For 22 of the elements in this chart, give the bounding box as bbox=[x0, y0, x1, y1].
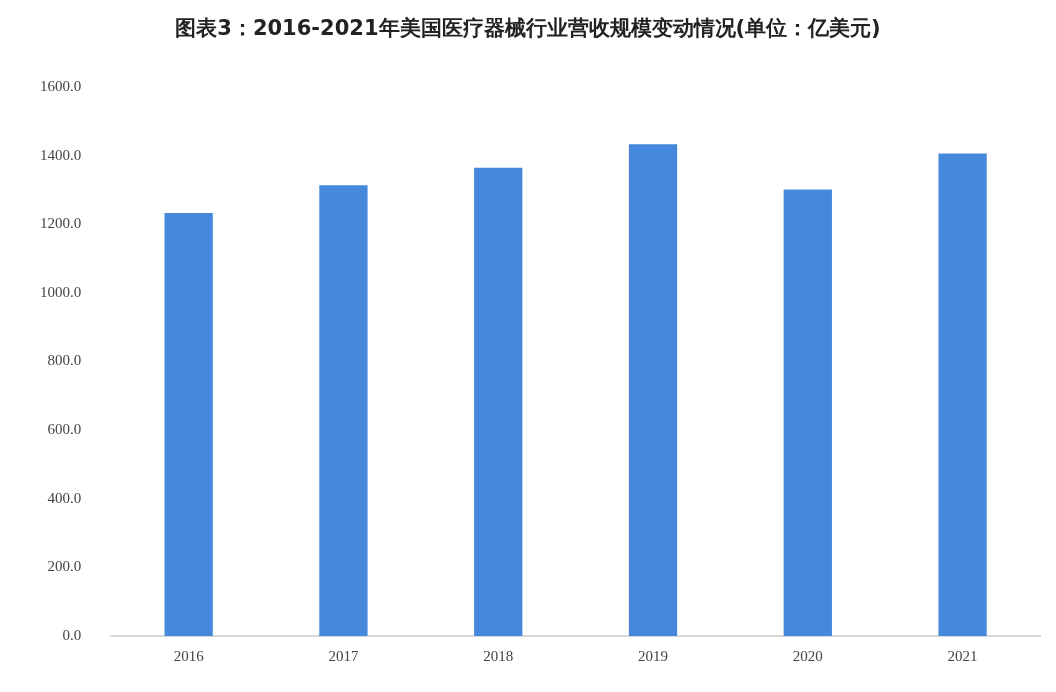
y-tick-label: 1200.0 bbox=[40, 215, 82, 232]
x-tick-label: 2017 bbox=[328, 647, 359, 664]
bar bbox=[474, 167, 523, 636]
bar bbox=[164, 212, 213, 636]
y-tick-label: 400.0 bbox=[47, 489, 82, 506]
chart-title: 图表3：2016-2021年美国医疗器械行业营收规模变动情况(单位：亿美元) bbox=[174, 15, 882, 42]
bar bbox=[938, 153, 987, 636]
bar bbox=[783, 189, 832, 636]
y-tick-label: 1000.0 bbox=[40, 283, 82, 300]
y-tick-label: 0.0 bbox=[62, 626, 82, 643]
y-tick-label: 600.0 bbox=[47, 421, 82, 438]
x-tick-label: 2019 bbox=[638, 647, 669, 664]
y-tick-label: 200.0 bbox=[47, 558, 82, 575]
y-tick-label: 800.0 bbox=[47, 352, 82, 369]
x-tick-label: 2020 bbox=[792, 647, 823, 664]
bar bbox=[319, 185, 368, 636]
x-tick-label: 2021 bbox=[947, 647, 978, 664]
bar bbox=[628, 144, 678, 636]
x-tick-label: 2018 bbox=[483, 647, 514, 664]
x-tick-label: 2016 bbox=[173, 647, 205, 664]
y-tick-label: 1600.0 bbox=[40, 77, 82, 94]
y-tick-label: 1400.0 bbox=[40, 146, 82, 163]
